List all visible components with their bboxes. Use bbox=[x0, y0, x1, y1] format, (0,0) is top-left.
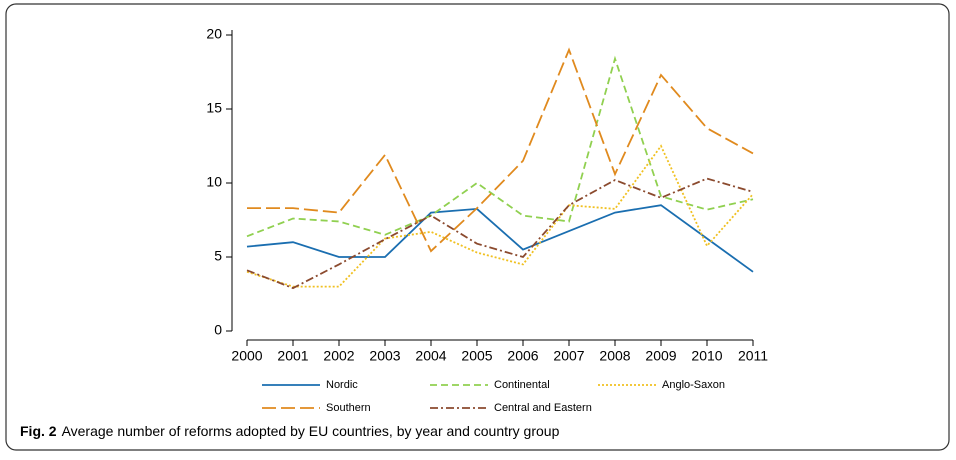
caption-label: Fig. 2 bbox=[20, 423, 57, 439]
frame bbox=[5, 3, 950, 451]
caption: Fig. 2 Average number of reforms adopted … bbox=[20, 423, 560, 439]
series-line bbox=[246, 55, 754, 238]
y-tick-label: 20 bbox=[206, 26, 222, 42]
legend-label: Central and Eastern bbox=[494, 402, 592, 414]
x-tick-label: 2008 bbox=[599, 348, 630, 364]
x-tick-label: 2009 bbox=[645, 348, 676, 364]
x-tick-label: 2010 bbox=[691, 348, 722, 364]
x-tick-label: 2002 bbox=[323, 348, 354, 364]
x-tick-label: 2000 bbox=[231, 348, 262, 364]
legend-label: Anglo-Saxon bbox=[662, 379, 725, 391]
x-tick-label: 2004 bbox=[415, 348, 446, 364]
x-tick-label: 2001 bbox=[277, 348, 308, 364]
y-tick-label: 5 bbox=[214, 248, 222, 264]
x-tick-label: 2007 bbox=[553, 348, 584, 364]
legend-label: Continental bbox=[494, 379, 550, 391]
series-line bbox=[246, 204, 754, 273]
y-tick-label: 0 bbox=[214, 322, 222, 338]
series-line bbox=[246, 177, 754, 290]
caption-text: Average number of reforms adopted by EU … bbox=[62, 423, 560, 439]
series-line bbox=[247, 47, 754, 253]
legend-label: Southern bbox=[326, 402, 371, 414]
y-tick-label: 10 bbox=[206, 174, 222, 190]
y-tick-label: 15 bbox=[206, 100, 222, 116]
x-tick-label: 2006 bbox=[507, 348, 538, 364]
series-line bbox=[246, 144, 754, 288]
legend-label: Nordic bbox=[326, 379, 358, 391]
x-tick-label: 2003 bbox=[369, 348, 400, 364]
x-tick-label: 2011 bbox=[738, 348, 768, 364]
x-tick-label: 2005 bbox=[461, 348, 492, 364]
